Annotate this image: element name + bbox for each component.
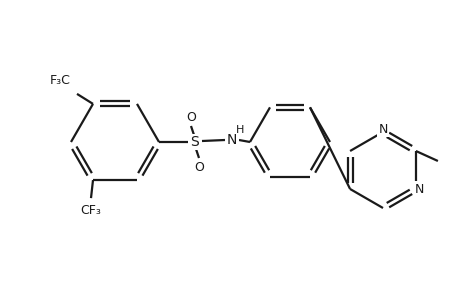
Text: O: O — [194, 160, 203, 173]
Text: H: H — [235, 125, 244, 135]
Text: O: O — [185, 110, 196, 124]
Text: S: S — [190, 135, 199, 149]
Text: N: N — [226, 133, 237, 147]
Text: CF₃: CF₃ — [80, 204, 101, 217]
Text: N: N — [414, 182, 424, 196]
Text: F₃C: F₃C — [50, 74, 71, 87]
Text: N: N — [377, 122, 387, 136]
